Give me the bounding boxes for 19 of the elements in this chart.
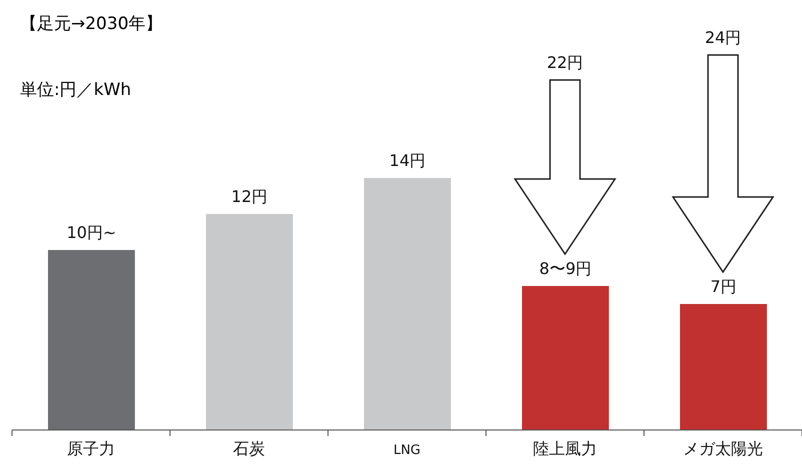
- x-tick-label: 陸上風力: [533, 439, 597, 458]
- bar: [206, 214, 293, 430]
- chart-subtitle: 単位:円／kWh: [20, 79, 132, 101]
- data-label: 14円: [389, 151, 426, 170]
- bar: [48, 250, 135, 430]
- x-tick-label: メガ太陽光: [683, 439, 763, 458]
- bar: [680, 304, 767, 430]
- chart-title: 【足元→2030年】: [20, 13, 163, 35]
- data-label: 12円: [231, 187, 268, 206]
- x-tick-label: 原子力: [67, 439, 115, 458]
- bar: [522, 286, 609, 430]
- bar: [364, 178, 451, 430]
- text: 22円: [546, 53, 584, 72]
- x-tick-label: 石炭: [233, 439, 265, 458]
- data-label: 8〜9円: [539, 259, 592, 278]
- data-label: 7円: [710, 277, 737, 296]
- x-tick-label: LNG: [393, 443, 421, 458]
- text: 24円: [704, 28, 742, 47]
- data-label: 10円~: [66, 223, 116, 242]
